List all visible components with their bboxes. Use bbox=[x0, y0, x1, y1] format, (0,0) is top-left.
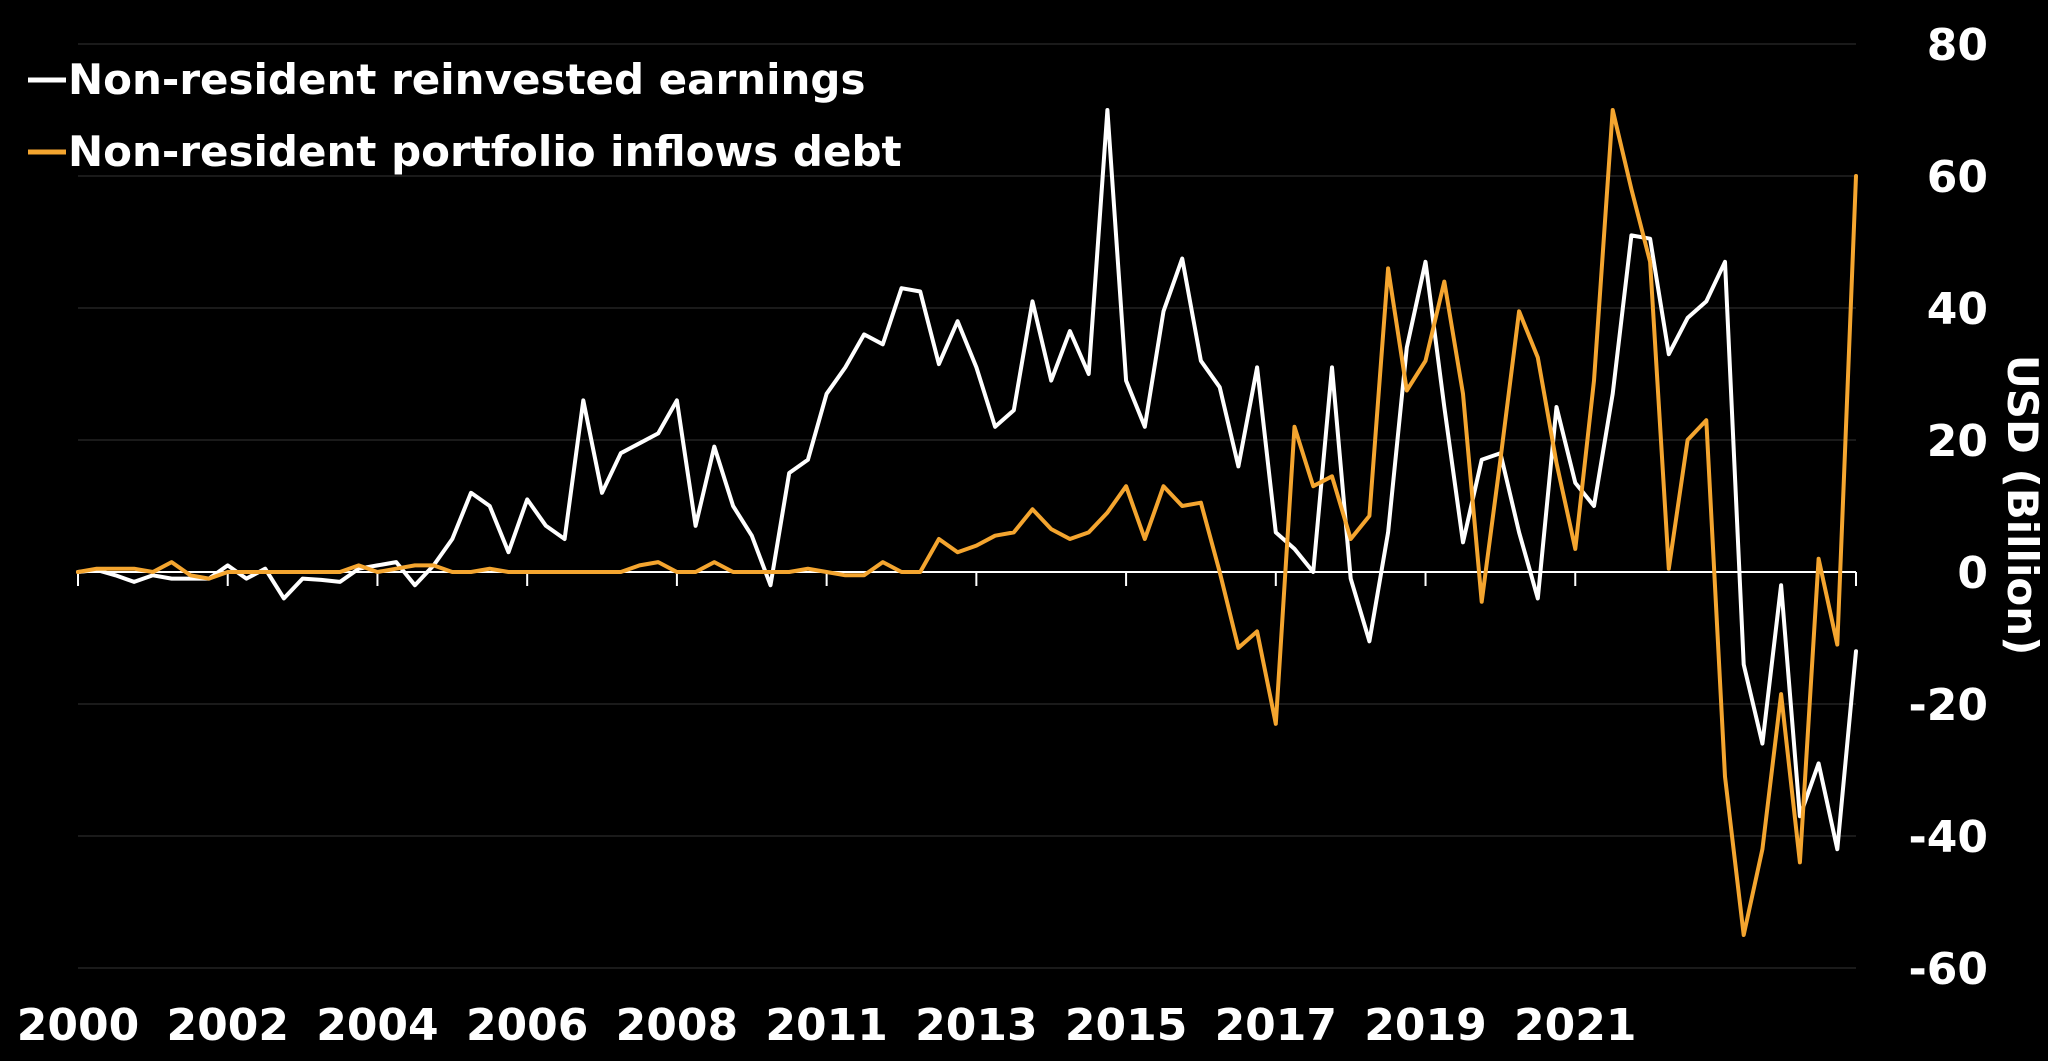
legend: Non-resident reinvested earnings Non-res… bbox=[28, 55, 902, 176]
series-line-portfolio-inflows-debt bbox=[76, 108, 1858, 937]
x-tick-label: 2011 bbox=[765, 1000, 887, 1051]
x-tick-label: 2002 bbox=[166, 1000, 288, 1051]
x-tick-label: 2006 bbox=[466, 1000, 588, 1051]
y-tick-label: 60 bbox=[1927, 152, 1988, 203]
x-tick-label: 2008 bbox=[616, 1000, 738, 1051]
grid bbox=[78, 43, 1856, 969]
y-tick-label: 0 bbox=[1957, 548, 1988, 599]
y-tick-label: 20 bbox=[1927, 416, 1988, 467]
x-tick-label: 2000 bbox=[17, 1000, 139, 1051]
legend-label-portfolio-inflows-debt: Non-resident portfolio inflows debt bbox=[68, 127, 902, 176]
x-axis-tick-labels: 2000 2002 2004 2006 2008 2011 2013 2015 2017 2019… bbox=[17, 1000, 1637, 1051]
x-tick-label: 2021 bbox=[1514, 1000, 1636, 1051]
y-tick-label: -20 bbox=[1909, 680, 1989, 731]
series-lines bbox=[76, 108, 1858, 937]
x-tick-label: 2015 bbox=[1065, 1000, 1187, 1051]
x-tick-label: 2013 bbox=[915, 1000, 1037, 1051]
x-tick-label: 2004 bbox=[316, 1000, 438, 1051]
series-line-reinvested-earnings bbox=[76, 108, 1858, 852]
y-tick-label: 40 bbox=[1927, 284, 1988, 335]
legend-label-reinvested-earnings: Non-resident reinvested earnings bbox=[68, 55, 866, 104]
y-tick-label: -60 bbox=[1909, 944, 1989, 995]
y-axis-tick-labels: 80 60 40 20 0 -20 -40 -60 bbox=[1909, 20, 1989, 995]
legend-item-portfolio-inflows-debt: Non-resident portfolio inflows debt bbox=[28, 127, 902, 176]
y-tick-label: 80 bbox=[1927, 20, 1988, 71]
y-axis-title: USD (Billion) bbox=[1998, 355, 2047, 656]
legend-item-reinvested-earnings: Non-resident reinvested earnings bbox=[28, 55, 866, 104]
x-tick-label: 2017 bbox=[1215, 1000, 1337, 1051]
x-tick-label: 2019 bbox=[1364, 1000, 1486, 1051]
y-tick-label: -40 bbox=[1909, 812, 1989, 863]
